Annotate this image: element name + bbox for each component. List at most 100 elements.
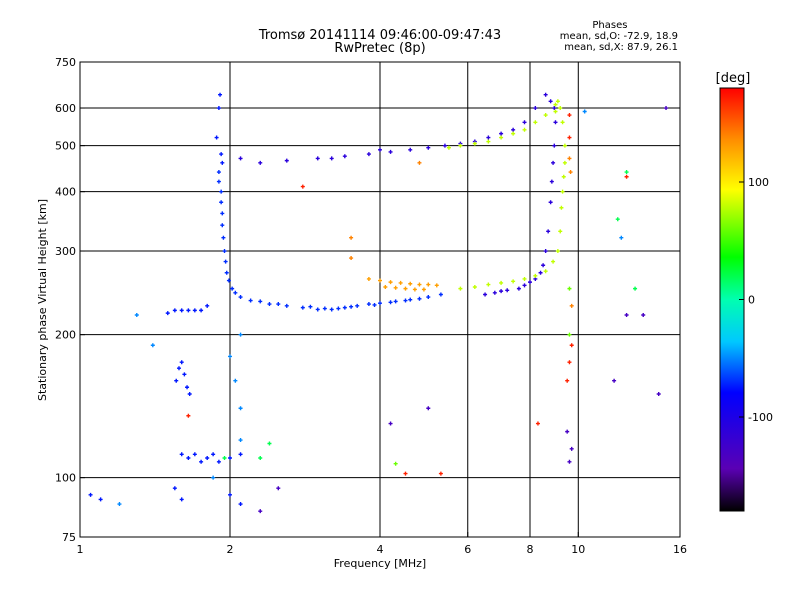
x-tick-label: 4 [377,543,384,556]
data-point [552,106,557,111]
phase-statistics: Phases mean, sd,O: -72.9, 18.9 mean, sd,… [560,20,678,53]
data-point [619,235,624,240]
y-tick-label: 750 [55,56,76,69]
data-point [174,378,179,383]
data-point [308,304,313,309]
data-point [216,170,221,175]
data-point [192,308,197,313]
data-point [179,360,184,365]
data-point [558,106,563,111]
data-point [624,170,629,175]
data-point [615,217,620,222]
data-point [567,156,572,161]
data-point [199,308,204,313]
data-point [258,455,263,460]
data-point [582,109,587,114]
data-point [408,147,413,152]
data-point [522,120,527,125]
chart-title: Tromsø 20141114 09:46:00-09:47:43 [258,28,502,43]
data-point [378,301,382,306]
data-point [300,305,305,310]
data-point [233,378,238,383]
data-point [664,106,669,111]
data-point [233,290,238,295]
data-point [228,492,232,497]
data-point [486,135,491,140]
data-point [438,292,443,297]
data-point [522,283,527,288]
data-point [403,286,408,291]
data-point [248,298,253,303]
data-point [366,276,371,281]
data-point [549,179,554,184]
data-point [223,259,228,264]
y-tick-label: 75 [62,531,76,544]
data-point [284,303,289,308]
data-point [226,278,231,283]
data-point [355,303,360,308]
y-tick-label: 600 [55,102,76,115]
data-point [535,421,540,426]
data-point [372,302,377,307]
data-point [258,299,263,304]
data-point [182,372,187,377]
data-point [284,158,289,163]
data-point [238,295,243,300]
phase-stat-o: mean, sd,O: -72.9, 18.9 [559,31,678,42]
data-point [172,486,177,491]
data-point [134,313,139,318]
data-point [569,303,574,308]
data-point [533,120,538,125]
data-point [388,421,393,426]
data-point [165,311,170,316]
data-point [315,156,320,161]
data-point [472,284,477,289]
data-point [543,113,548,118]
data-point [426,282,431,287]
data-point [186,308,191,313]
data-point [553,102,558,107]
data-point [565,429,570,434]
data-point [176,366,181,371]
data-point [499,280,504,285]
data-point [199,459,204,464]
data-point [219,152,224,157]
data-point [633,286,638,291]
data-point [546,229,551,234]
data-point [417,282,422,287]
x-axis-label: Frequency [MHz] [334,557,426,570]
data-point [216,179,221,184]
data-point [172,308,177,313]
data-point [388,300,393,305]
x-tick-label: 6 [464,543,471,556]
data-point [486,139,491,144]
data-point [612,378,617,383]
data-point [426,145,431,150]
data-point [458,143,463,148]
data-point [641,313,646,318]
data-point [222,249,227,254]
y-axis-label: Stationary phase Virtual Height [km] [36,199,49,401]
data-point [322,306,327,311]
data-point [408,281,413,286]
data-point [533,273,538,278]
data-point [426,406,431,411]
data-points [88,92,669,514]
data-point [98,497,103,502]
data-point [472,141,477,146]
data-point [533,106,538,111]
data-point [315,307,320,312]
data-point [228,455,232,460]
data-point [562,143,567,148]
grid-lines [80,62,680,537]
axes: 1 2 4 6 8 10 16 75 100 200 300 400 500 600 750 [55,56,687,556]
data-point [505,288,510,293]
data-point [187,392,192,397]
data-point [216,459,221,464]
data-point [238,438,243,443]
data-point [219,200,224,205]
data-point [205,303,210,308]
x-tick-label: 16 [673,543,687,556]
y-tick-label: 100 [55,472,76,485]
